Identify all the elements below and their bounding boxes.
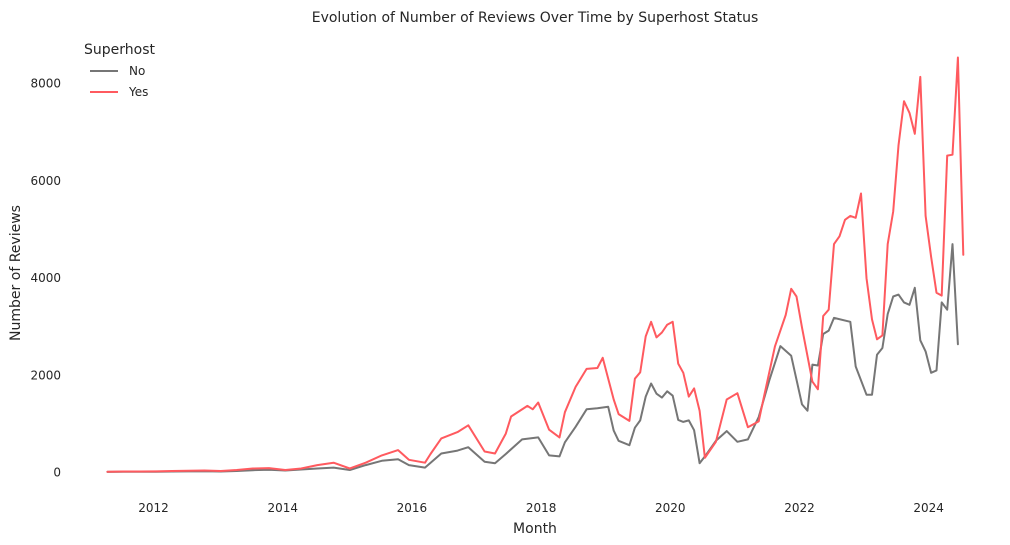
legend-title: Superhost (84, 42, 156, 58)
y-axis-title: Number of Reviews (8, 205, 24, 341)
legend-label-no: No (129, 64, 145, 78)
legend: Superhost No Yes (84, 42, 156, 99)
x-tick-label: 2024 (913, 501, 944, 515)
y-tick-label: 2000 (30, 368, 61, 382)
y-tick-label: 8000 (30, 77, 61, 91)
x-tick-label: 2014 (268, 501, 299, 515)
x-tick-label: 2016 (397, 501, 428, 515)
x-tick-label: 2012 (138, 501, 169, 515)
x-tick-label: 2018 (526, 501, 557, 515)
x-tick-labels: 2012 2014 2016 2018 2020 2022 2024 (138, 501, 944, 515)
x-axis-title: Month (513, 521, 557, 537)
y-tick-labels: 0 2000 4000 6000 8000 (30, 77, 61, 480)
legend-label-yes: Yes (128, 85, 148, 99)
chart-title: Evolution of Number of Reviews Over Time… (312, 10, 759, 26)
x-tick-label: 2020 (655, 501, 686, 515)
series-line-no (106, 243, 959, 473)
series-lines (106, 56, 965, 473)
y-tick-label: 6000 (30, 174, 61, 188)
y-tick-label: 0 (53, 465, 61, 479)
series-line-yes (106, 56, 965, 473)
x-tick-label: 2022 (784, 501, 815, 515)
y-tick-label: 4000 (30, 271, 61, 285)
